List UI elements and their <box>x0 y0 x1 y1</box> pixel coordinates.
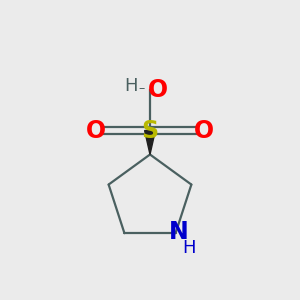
Text: O: O <box>194 118 214 142</box>
Text: S: S <box>141 118 159 142</box>
Text: –: – <box>139 82 145 95</box>
Text: N: N <box>169 220 188 244</box>
Text: H: H <box>124 77 137 95</box>
Text: H: H <box>182 238 196 256</box>
Polygon shape <box>145 130 155 154</box>
Text: O: O <box>86 118 106 142</box>
Text: O: O <box>147 78 168 102</box>
